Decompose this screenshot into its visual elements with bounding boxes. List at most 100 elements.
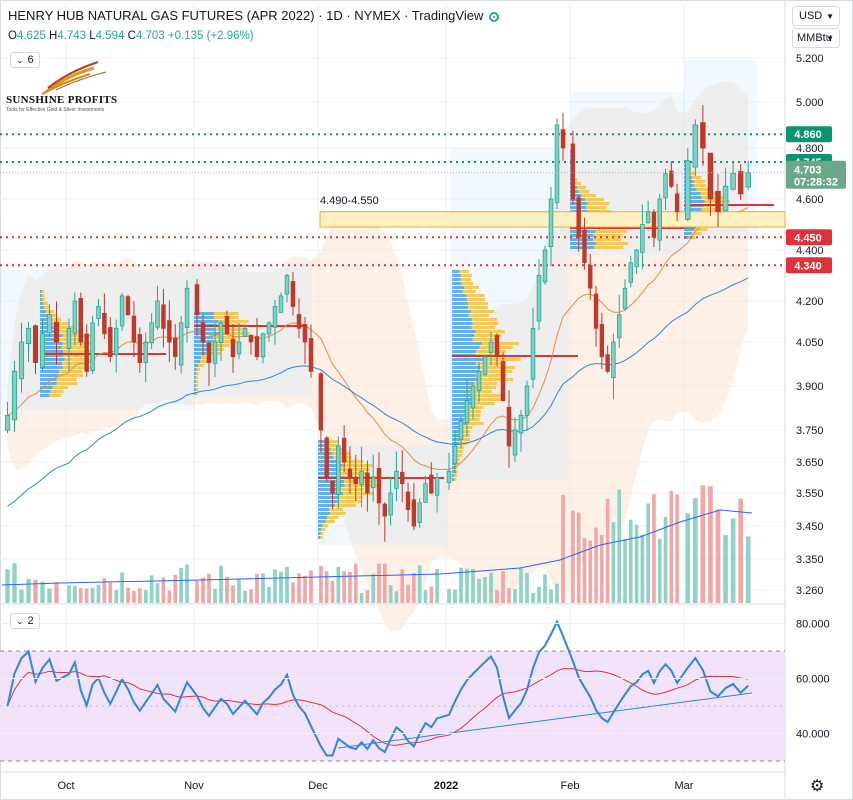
- candle-body: [617, 314, 622, 339]
- open-value: 4.625: [16, 30, 46, 42]
- candle-body: [417, 502, 422, 523]
- volume-bar: [348, 571, 352, 603]
- market-open-icon: [489, 11, 500, 22]
- candle-body: [458, 420, 464, 441]
- volume-bar: [279, 571, 283, 603]
- volume-profile-bar-blue: [318, 512, 331, 515]
- candle-body: [330, 480, 335, 494]
- volume-profile-bar-blue: [40, 346, 62, 349]
- candle-body: [108, 327, 113, 358]
- candle-body: [599, 323, 605, 358]
- rsi-ma-line: [7, 668, 749, 746]
- candle-body: [39, 333, 46, 368]
- volume-profile-bar-yellow: [471, 402, 495, 405]
- indicators-toggle-rsi[interactable]: ⌄ 2: [10, 613, 40, 629]
- candle-body: [548, 198, 554, 247]
- volume-profile-bar-blue: [318, 440, 328, 443]
- bar-countdown: 07:28:32: [794, 177, 838, 189]
- volume-bar: [342, 571, 346, 603]
- volume-bar: [273, 569, 277, 603]
- volume-profile-bar-blue: [452, 390, 470, 393]
- volume-profile-bar-yellow: [42, 298, 46, 301]
- volume-bar: [634, 524, 639, 603]
- candle-body: [353, 477, 358, 485]
- volume-bar: [646, 503, 650, 603]
- volume-profile-bar-yellow: [63, 354, 93, 357]
- volume-profile-bar-yellow: [472, 318, 497, 321]
- volume-profile-bar-yellow: [209, 344, 230, 347]
- gear-icon[interactable]: ⚙: [810, 778, 825, 795]
- x-tick-label: Mar: [675, 780, 694, 792]
- volume-bar: [477, 578, 481, 603]
- volume-profile-bar-blue: [40, 298, 43, 301]
- volume-bar: [309, 570, 313, 603]
- volume-profile-bar-yellow: [62, 362, 90, 365]
- volume-profile-bar-blue: [318, 496, 339, 499]
- change-value: +0.135 (+2.96%): [167, 30, 254, 42]
- volume-profile-bar-blue: [452, 338, 473, 341]
- volume-bar: [611, 522, 616, 603]
- volume-profile-bar-blue: [452, 442, 460, 445]
- volume-profile-bar-blue: [194, 384, 196, 387]
- candle-body: [651, 211, 657, 238]
- ema-slow-line: [7, 277, 749, 507]
- candle-body: [488, 341, 494, 353]
- volume-bar: [40, 581, 45, 603]
- volume-bar: [483, 576, 487, 603]
- volume-bar: [195, 580, 199, 603]
- volume-bar: [297, 573, 301, 603]
- candle-body: [119, 295, 125, 327]
- volume-profile-bar-blue: [452, 410, 466, 413]
- currency-select[interactable]: USD ▼: [792, 6, 840, 26]
- candle-body: [4, 414, 11, 431]
- volume-bar: [377, 563, 381, 603]
- volume-profile-bar-blue: [40, 382, 57, 385]
- candle-body: [737, 171, 744, 195]
- candle-body: [178, 322, 184, 366]
- volume-bar: [47, 588, 52, 603]
- y-tick-label: 3.650: [796, 457, 824, 469]
- volume-profile-bar-blue: [40, 302, 44, 305]
- volume-bar: [663, 517, 668, 603]
- candle-body: [745, 172, 751, 188]
- volume-profile-bar-blue: [40, 386, 53, 389]
- candle-body: [634, 249, 639, 268]
- volume-bar: [447, 588, 451, 603]
- volume-profile-bar-blue: [452, 470, 455, 473]
- volume-profile-bar-yellow: [329, 508, 343, 511]
- volume-profile-bar-blue: [194, 344, 210, 347]
- volume-bar: [132, 590, 136, 603]
- volume-bar: [561, 495, 565, 603]
- volume-profile-bar-blue: [318, 508, 330, 511]
- y-tick-label: 3.260: [796, 585, 824, 597]
- volume-bar: [723, 535, 728, 603]
- volume-profile-bar-yellow: [573, 178, 578, 181]
- volume-bar: [155, 583, 160, 603]
- candle-body: [324, 437, 329, 478]
- volume-profile-bar-yellow: [455, 458, 460, 461]
- volume-profile-bar-blue: [452, 298, 467, 301]
- y-tick-label: 3.450: [796, 521, 824, 533]
- candle-body: [730, 173, 736, 190]
- volume-profile-bar-blue: [452, 278, 461, 281]
- volume-profile-bar-blue: [318, 464, 343, 467]
- volume-profile-bar-yellow: [63, 350, 92, 353]
- volume-bar: [605, 498, 610, 603]
- volume-profile-bar-blue: [452, 366, 481, 369]
- volume-bar: [571, 510, 575, 603]
- volume-profile-bar-yellow: [593, 238, 622, 241]
- volume-profile-bar-blue: [684, 196, 702, 199]
- unit-select[interactable]: MMBtu ▼: [792, 28, 840, 48]
- volume-bar: [173, 574, 178, 603]
- volume-bar: [555, 583, 559, 603]
- candle-body: [605, 354, 610, 372]
- indicators-toggle-main[interactable]: ⌄ 6: [10, 52, 40, 68]
- volume-profile-bar-yellow: [49, 318, 62, 321]
- volume-profile-bar-blue: [40, 366, 63, 369]
- volume-profile-bar-blue: [452, 270, 460, 273]
- volume-profile-bar-blue: [40, 350, 64, 353]
- candle-body: [278, 295, 284, 313]
- volume-bar: [185, 564, 189, 603]
- volume-profile-bar-yellow: [691, 232, 702, 235]
